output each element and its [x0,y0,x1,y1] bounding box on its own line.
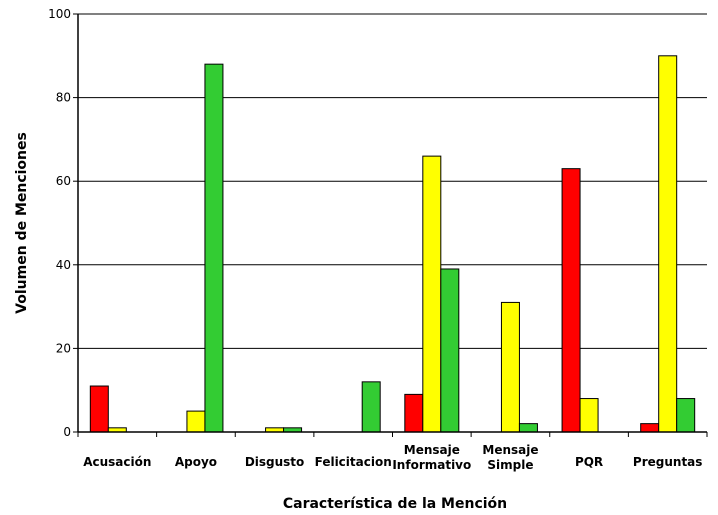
gridlines [78,13,707,349]
y-tick-label: 60 [56,174,71,188]
x-tick-label-line: Apoyo [175,455,217,469]
x-tick-label-line: Informativo [392,458,471,472]
bar-1-4 [422,155,442,433]
y-tick-label: 40 [56,258,71,272]
y-tick-label: 100 [48,7,71,21]
x-tick-label-line: Disgusto [245,455,304,469]
x-tick-label-line: Simple [487,458,533,472]
x-tick-label-line: Acusación [83,455,151,469]
x-tick-labels: Acusación Apoyo Disgusto FelicitacionMensaj… [83,443,702,472]
x-tick-label-line: Preguntas [633,455,703,469]
x-tick-label-line: Felicitacion [315,455,392,469]
y-tick-label: 0 [63,425,71,439]
bar-2-7 [676,398,696,433]
bar-2-1 [204,63,224,433]
bar-2-3 [361,381,381,433]
x-tick-label: Disgusto [245,455,304,469]
bar-0-7 [640,423,660,433]
bar-0-0 [89,385,109,433]
y-tick-label: 20 [56,341,71,355]
x-tick-label-line: PQR [575,455,603,469]
y-axis-title: Volumen de Menciones [14,132,30,314]
bar-1-6 [579,398,599,433]
x-tick-label: PQR [575,455,603,469]
x-tick-label: Mensaje Informativo [392,443,471,472]
x-tick-label: Mensaje Simple [482,443,538,472]
y-tick-label: 80 [56,91,71,105]
bar-1-1 [186,410,206,433]
bar-2-5 [518,423,538,433]
bar-0-4 [404,393,424,433]
bar-1-7 [658,55,678,433]
bars [89,55,696,433]
bar-2-4 [440,268,460,433]
y-tick-labels: 0 20 40 60 80 100 [48,7,71,439]
axes [73,13,708,437]
x-axis-title: Característica de la Mención [283,496,507,512]
x-tick-label: Apoyo [175,455,217,469]
bar-1-5 [500,301,520,433]
x-tick-label-line: Mensaje [404,443,460,457]
x-tick-label-line: Mensaje [482,443,538,457]
x-tick-label: Felicitacion [315,455,392,469]
x-tick-label: Preguntas [633,455,703,469]
x-tick-label: Acusación [83,455,151,469]
bar-0-6 [561,168,581,433]
